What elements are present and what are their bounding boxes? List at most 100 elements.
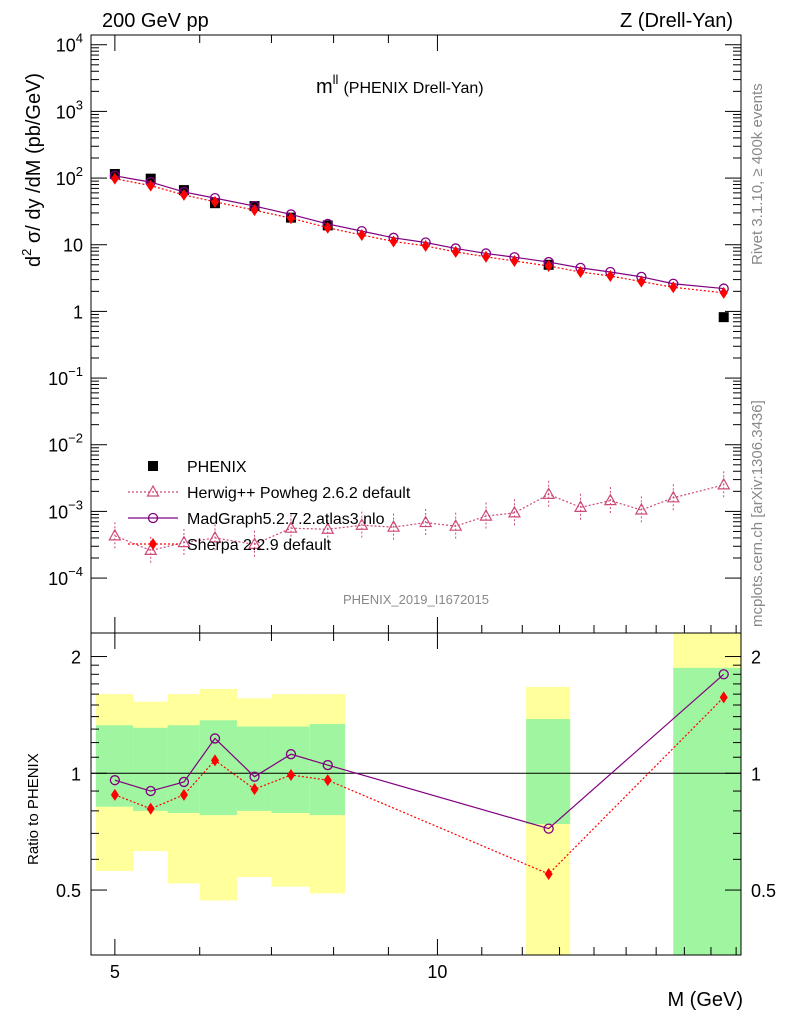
point-diamond-8 bbox=[389, 235, 398, 248]
header-right: Z (Drell-Yan) bbox=[620, 10, 733, 32]
y-axis-label-sup: 2 bbox=[19, 249, 34, 256]
legend-marker-3 bbox=[149, 538, 157, 550]
ratio-line-0 bbox=[114, 673, 725, 830]
ratio-ytick-label-right-2: 2 bbox=[751, 648, 761, 668]
point-triangle-4 bbox=[248, 537, 262, 549]
band-inner-8 bbox=[673, 667, 741, 955]
band-inner-4 bbox=[236, 726, 272, 811]
y-axis-label-ratio: Ratio to PHENIX bbox=[25, 753, 42, 865]
ratio-point-diamond-5 bbox=[286, 768, 295, 781]
ratio-point-circle-7 bbox=[543, 823, 554, 834]
point-triangle-3 bbox=[208, 530, 222, 543]
rivet-label: Rivet 3.1.10, ≥ 400k events bbox=[749, 83, 766, 265]
ratio-ytick-label-left-0: 0.5 bbox=[56, 881, 81, 901]
point-triangle-8 bbox=[387, 519, 401, 532]
point-diamond-14 bbox=[576, 266, 585, 279]
main-ytick-label-5: 10−1 bbox=[48, 364, 83, 389]
point-triangle-12 bbox=[507, 505, 521, 518]
ratio-ytick-label-left-1: 1 bbox=[71, 764, 81, 784]
main-ytick-label-2: 102 bbox=[56, 164, 83, 189]
point-triangle-13 bbox=[542, 487, 556, 499]
x-axis-label: M (GeV) bbox=[667, 989, 743, 1011]
labels: 200 GeV pp Z (Drell-Yan) mll (PHENIX Drel… bbox=[19, 10, 766, 1011]
point-diamond-2 bbox=[179, 188, 188, 201]
ratio-plot-frame bbox=[90, 632, 742, 956]
point-diamond-10 bbox=[451, 245, 460, 258]
point-triangle-11 bbox=[479, 508, 493, 521]
point-diamond-0 bbox=[110, 172, 119, 185]
main-ytick-label-8: 10−4 bbox=[48, 564, 83, 589]
ratio-point-circle-2 bbox=[178, 776, 190, 788]
point-triangle-17 bbox=[666, 490, 680, 503]
ratio-point-circle-1 bbox=[145, 785, 156, 797]
ratio-series bbox=[109, 669, 729, 880]
main-ytick-label-1: 103 bbox=[56, 97, 83, 122]
watermark: PHENIX_2019_I1672015 bbox=[343, 592, 489, 607]
ratio-point-diamond-7 bbox=[544, 867, 553, 880]
ratio-point-diamond-8 bbox=[719, 691, 728, 704]
point-triangle-0 bbox=[108, 528, 122, 541]
band-inner-7 bbox=[526, 719, 571, 825]
point-square-8 bbox=[718, 312, 729, 323]
point-triangle-16 bbox=[634, 502, 648, 515]
point-diamond-11 bbox=[481, 250, 490, 263]
header-left: 200 GeV pp bbox=[102, 10, 209, 32]
ratio-uncertainty-bands bbox=[95, 633, 741, 955]
chart-title-main: m bbox=[316, 76, 333, 98]
point-triangle-1 bbox=[144, 543, 158, 556]
point-diamond-16 bbox=[637, 275, 646, 288]
ratio-point-diamond-0 bbox=[110, 788, 119, 801]
point-diamond-4 bbox=[250, 204, 259, 217]
legend-marker-2 bbox=[147, 512, 159, 524]
main-series bbox=[108, 169, 731, 565]
main-ytick-label-7: 10−3 bbox=[48, 497, 83, 522]
main-ytick-label-4: 1 bbox=[73, 302, 83, 322]
ratio-ytick-label-right-1: 1 bbox=[751, 764, 761, 784]
ratio-point-circle-5 bbox=[285, 749, 297, 760]
ratio-point-circle-6 bbox=[322, 759, 333, 771]
point-diamond-13 bbox=[544, 259, 553, 272]
legend-marker-1 bbox=[146, 484, 160, 497]
ratio-point-diamond-6 bbox=[323, 774, 332, 787]
point-diamond-6 bbox=[323, 221, 332, 234]
point-diamond-5 bbox=[286, 212, 295, 225]
ratio-ytick-label-left-2: 2 bbox=[71, 648, 81, 668]
band-inner-3 bbox=[199, 720, 237, 816]
chart-title-sup: ll bbox=[333, 72, 339, 87]
point-triangle-9 bbox=[419, 515, 433, 528]
legend: PHENIX Herwig++ Powheg 2.6.2 default MadGr… bbox=[128, 459, 411, 554]
band-inner-1 bbox=[133, 727, 168, 811]
y-axis-label-main: d2 σ/ dy /dM (pb/GeV) bbox=[19, 73, 45, 267]
point-triangle-7 bbox=[355, 518, 369, 530]
ratio-point-diamond-3 bbox=[210, 754, 219, 767]
point-triangle-2 bbox=[177, 535, 191, 548]
ratio-point-circle-8 bbox=[718, 669, 729, 680]
point-square-1 bbox=[145, 173, 156, 184]
point-diamond-1 bbox=[146, 179, 155, 192]
point-diamond-18 bbox=[719, 286, 728, 299]
chart-title: mll (PHENIX Drell-Yan) bbox=[316, 72, 484, 98]
ratio-point-diamond-1 bbox=[146, 802, 155, 815]
y-axis-label-d: d bbox=[23, 256, 45, 267]
xtick-label-0: 5 bbox=[110, 962, 120, 982]
y-axis-label-rest: σ/ dy /dM (pb/GeV) bbox=[23, 73, 45, 249]
ratio-ytick-label-right-0: 0.5 bbox=[751, 881, 776, 901]
point-diamond-7 bbox=[357, 228, 366, 241]
main-ytick-label-0: 104 bbox=[56, 31, 83, 56]
ratio-point-circle-4 bbox=[249, 771, 260, 782]
legend-label-0: PHENIX bbox=[187, 459, 247, 476]
point-triangle-18 bbox=[717, 477, 731, 490]
point-triangle-14 bbox=[574, 500, 588, 512]
point-diamond-3 bbox=[210, 195, 219, 208]
point-triangle-6 bbox=[321, 522, 335, 534]
ratio-point-circle-0 bbox=[109, 775, 121, 786]
mcplots-label: mcplots.cern.ch [arXiv:1306.3436] bbox=[749, 400, 766, 627]
ratio-point-diamond-2 bbox=[179, 788, 188, 801]
xtick-label-1: 10 bbox=[427, 962, 447, 982]
legend-label-1: Herwig++ Powheg 2.6.2 default bbox=[187, 485, 411, 502]
point-diamond-9 bbox=[421, 239, 430, 252]
point-diamond-15 bbox=[606, 269, 615, 282]
point-triangle-5 bbox=[284, 520, 298, 533]
